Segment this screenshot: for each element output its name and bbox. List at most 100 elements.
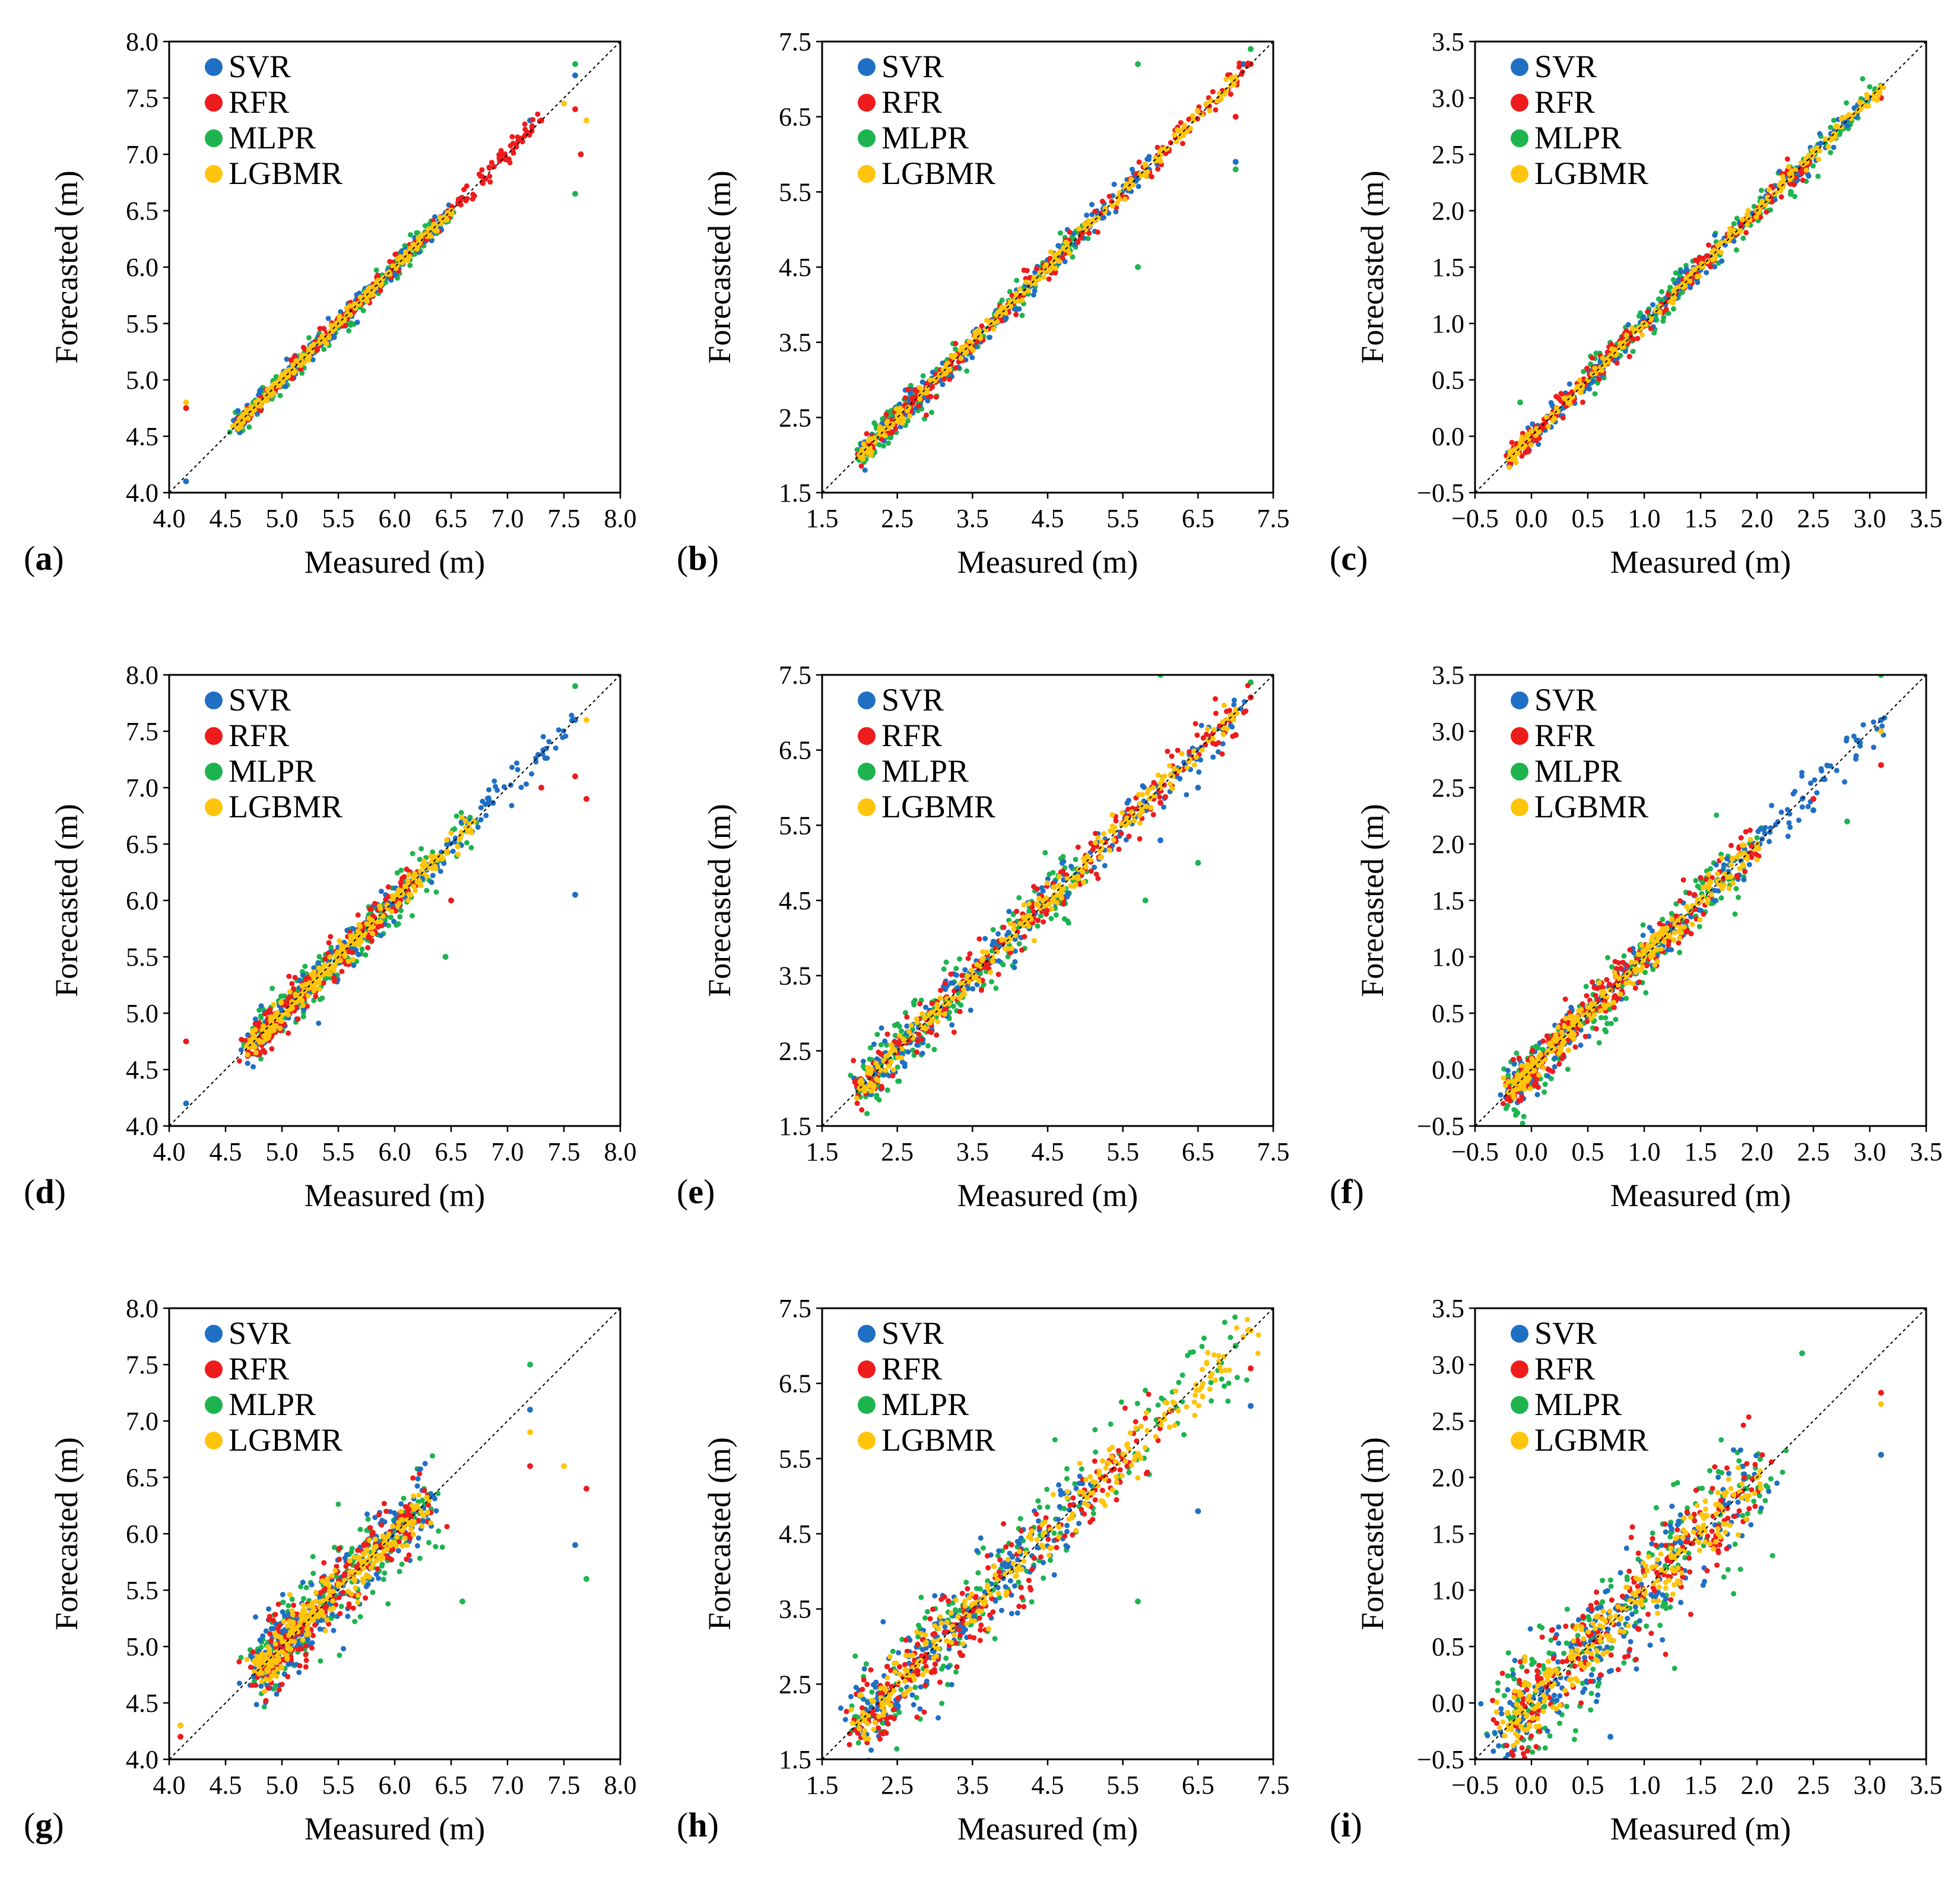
scatter-point-svr	[1196, 769, 1202, 775]
scatter-point-rfr	[510, 148, 516, 154]
scatter-point-lgbmr	[917, 396, 923, 402]
scatter-point-mlpr	[1042, 850, 1048, 856]
scatter-point-rfr	[1157, 794, 1163, 800]
scatter-point-lgbmr	[250, 1028, 256, 1034]
scatter-point-rfr	[1245, 683, 1251, 689]
scatter-point-lgbmr	[433, 866, 439, 872]
panel-f: −0.5 0.0 0.5 1.0 1.5 2.0 2.5 3.0 3.5 −0.5 0.0 0.5 1.…	[1306, 633, 1959, 1267]
scatter-point-rfr	[497, 158, 503, 164]
scatter-point-rfr	[470, 196, 475, 202]
scatter-point-lgbmr	[1870, 96, 1876, 101]
scatter-point-svr	[962, 967, 968, 973]
scatter-point-rfr	[470, 191, 476, 197]
legend-marker-svr	[858, 692, 876, 709]
scatter-point-lgbmr	[881, 1058, 887, 1064]
scatter-point-lgbmr	[348, 932, 354, 938]
scatter-point-lgbmr	[1199, 112, 1205, 118]
scatter-point-lgbmr	[1210, 735, 1216, 741]
scatter-point-svr	[1683, 267, 1689, 272]
scatter-point-mlpr	[905, 418, 911, 424]
scatter-point-mlpr	[373, 267, 379, 273]
scatter-point-lgbmr	[970, 347, 976, 353]
legend-marker-svr	[858, 58, 876, 76]
scatter-point-rfr	[1558, 391, 1564, 397]
scatter-point-rfr	[1088, 868, 1094, 874]
x-tick-label: 0.0	[1515, 504, 1548, 533]
scatter-point-lgbmr	[248, 404, 254, 410]
scatter-point-rfr	[1758, 214, 1764, 220]
scatter-point-svr	[1140, 783, 1146, 789]
scatter-point-svr	[1045, 876, 1051, 882]
scatter-point-lgbmr	[976, 978, 982, 984]
scatter-point-rfr	[286, 1030, 291, 1036]
scatter-point-lgbmr	[924, 389, 930, 395]
scatter-point-lgbmr	[1864, 95, 1870, 101]
scatter-point-lgbmr	[413, 887, 418, 893]
scatter-point-svr	[310, 357, 316, 363]
scatter-point-svr	[914, 1042, 920, 1048]
scatter-point-mlpr	[363, 952, 369, 958]
scatter-point-lgbmr	[1648, 315, 1654, 321]
scatter-point-lgbmr	[1081, 879, 1087, 885]
scatter-point-mlpr	[1872, 86, 1878, 92]
scatter-point-lgbmr	[378, 906, 383, 912]
scatter-point-rfr	[239, 1036, 245, 1042]
scatter-point-lgbmr	[1159, 776, 1165, 782]
scatter-point-svr	[919, 379, 925, 385]
scatter-point-svr	[475, 824, 481, 830]
scatter-point-lgbmr	[1753, 214, 1759, 220]
scatter-point-lgbmr	[1064, 240, 1070, 246]
scatter-point-rfr	[883, 411, 889, 417]
scatter-point-lgbmr	[408, 892, 414, 898]
scatter-point-rfr	[1099, 198, 1105, 204]
scatter-point-lgbmr	[1224, 726, 1230, 732]
scatter-point-rfr	[1213, 710, 1219, 716]
scatter-point-rfr	[1200, 735, 1206, 741]
y-tick-label: 4.0	[126, 478, 158, 507]
scatter-point-svr	[1228, 722, 1233, 728]
scatter-point-rfr	[1155, 166, 1161, 172]
y-axis-label: Forecasted (m)	[49, 170, 84, 363]
scatter-point-lgbmr	[886, 1063, 892, 1069]
legend-marker-lgbmr	[858, 798, 876, 816]
scatter-point-lgbmr	[984, 949, 989, 955]
scatter-point-lgbmr	[1025, 288, 1031, 294]
scatter-point-lgbmr	[1060, 248, 1065, 253]
scatter-point-svr	[509, 765, 515, 770]
scatter-point-rfr	[379, 922, 385, 928]
scatter-point-svr	[238, 1047, 244, 1053]
scatter-point-svr	[356, 951, 361, 957]
scatter-point-svr	[1184, 792, 1190, 798]
scatter-point-lgbmr	[1653, 308, 1658, 314]
scatter-point-svr	[1195, 785, 1201, 791]
scatter-point-lgbmr	[864, 1070, 870, 1076]
scatter-point-rfr	[1027, 275, 1033, 281]
y-tick-label: 4.5	[126, 422, 158, 451]
scatter-point-lgbmr	[1075, 874, 1081, 880]
scatter-point-mlpr	[1019, 312, 1025, 318]
scatter-point-rfr	[331, 975, 337, 981]
scatter-point-mlpr	[258, 1056, 264, 1062]
scatter-point-lgbmr	[896, 418, 902, 424]
scatter-point-lgbmr	[1080, 869, 1086, 875]
scatter-point-mlpr	[950, 1003, 956, 1009]
scatter-point-lgbmr	[1218, 96, 1224, 101]
scatter-point-rfr	[487, 173, 493, 179]
scatter-point-svr	[483, 813, 489, 819]
scatter-point-mlpr	[896, 1079, 902, 1084]
scatter-point-rfr	[967, 951, 973, 957]
scatter-point-rfr	[1109, 199, 1115, 205]
scatter-point-lgbmr	[896, 1033, 902, 1039]
scatter-point-lgbmr	[968, 340, 974, 345]
scatter-point-lgbmr	[1005, 946, 1011, 952]
legend-marker-rfr	[858, 727, 876, 745]
x-tick-label: 2.5	[881, 504, 914, 533]
y-tick-label: 0.5	[1432, 366, 1464, 395]
scatter-point-svr	[968, 1007, 973, 1013]
y-tick-label: 3.5	[1432, 27, 1464, 56]
scatter-point-rfr	[858, 463, 864, 469]
scatter-point-lgbmr	[1013, 291, 1019, 297]
scatter-point-mlpr	[418, 846, 424, 852]
scatter-point-rfr	[948, 971, 954, 977]
scatter-point-lgbmr	[448, 830, 454, 836]
